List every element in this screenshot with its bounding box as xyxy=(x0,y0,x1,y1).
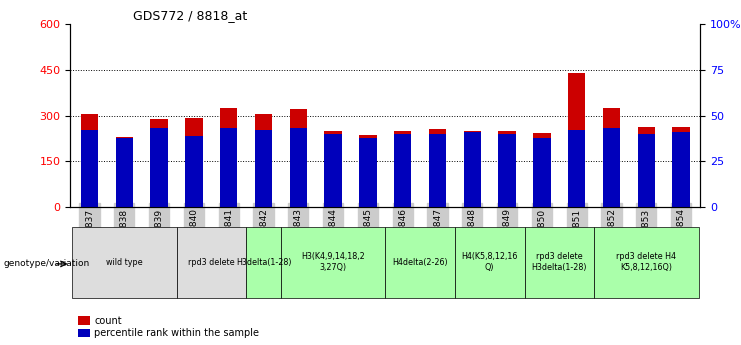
Bar xyxy=(72,227,176,298)
Bar xyxy=(325,134,342,207)
Bar xyxy=(246,227,281,298)
Bar xyxy=(594,227,699,298)
Bar xyxy=(672,127,690,207)
Text: rpd3 delete
H3delta(1-28): rpd3 delete H3delta(1-28) xyxy=(531,252,587,272)
Text: rpd3 delete H4
K5,8,12,16Q): rpd3 delete H4 K5,8,12,16Q) xyxy=(617,252,677,272)
Bar xyxy=(429,129,446,207)
Bar xyxy=(464,131,481,207)
Text: percentile rank within the sample: percentile rank within the sample xyxy=(94,328,259,338)
Bar xyxy=(385,227,455,298)
Bar xyxy=(359,138,376,207)
Bar xyxy=(603,108,620,207)
Bar xyxy=(534,133,551,207)
Bar xyxy=(220,128,237,207)
Bar xyxy=(603,128,620,207)
Text: H4(K5,8,12,16
Q): H4(K5,8,12,16 Q) xyxy=(462,252,518,272)
Bar xyxy=(429,134,446,207)
Bar xyxy=(281,227,385,298)
Bar xyxy=(525,227,594,298)
Bar xyxy=(81,114,99,207)
Bar xyxy=(672,132,690,207)
Bar xyxy=(394,131,411,207)
Bar xyxy=(176,227,246,298)
Text: rpd3 delete: rpd3 delete xyxy=(188,258,235,267)
Text: H3(K4,9,14,18,2
3,27Q): H3(K4,9,14,18,2 3,27Q) xyxy=(302,252,365,272)
Bar xyxy=(499,134,516,207)
Bar xyxy=(325,131,342,207)
Bar xyxy=(255,114,272,207)
Bar xyxy=(568,73,585,207)
Bar xyxy=(637,134,655,207)
Bar xyxy=(116,137,133,207)
Bar xyxy=(81,130,99,207)
Bar xyxy=(150,128,167,207)
Bar xyxy=(185,118,202,207)
Bar xyxy=(290,128,307,207)
Text: H4delta(2-26): H4delta(2-26) xyxy=(392,258,448,267)
Bar xyxy=(455,227,525,298)
Bar xyxy=(464,132,481,207)
Text: GDS772 / 8818_at: GDS772 / 8818_at xyxy=(133,9,247,22)
Bar xyxy=(534,138,551,207)
Bar xyxy=(568,130,585,207)
Bar xyxy=(394,134,411,207)
Bar xyxy=(499,131,516,207)
Bar xyxy=(185,136,202,207)
Bar xyxy=(116,138,133,207)
Text: count: count xyxy=(94,316,122,325)
Bar xyxy=(150,119,167,207)
Bar xyxy=(255,130,272,207)
Bar xyxy=(220,108,237,207)
Bar xyxy=(637,127,655,207)
Text: genotype/variation: genotype/variation xyxy=(4,259,90,268)
Text: H3delta(1-28): H3delta(1-28) xyxy=(236,258,291,267)
Bar xyxy=(359,135,376,207)
Text: wild type: wild type xyxy=(106,258,143,267)
Bar xyxy=(290,109,307,207)
